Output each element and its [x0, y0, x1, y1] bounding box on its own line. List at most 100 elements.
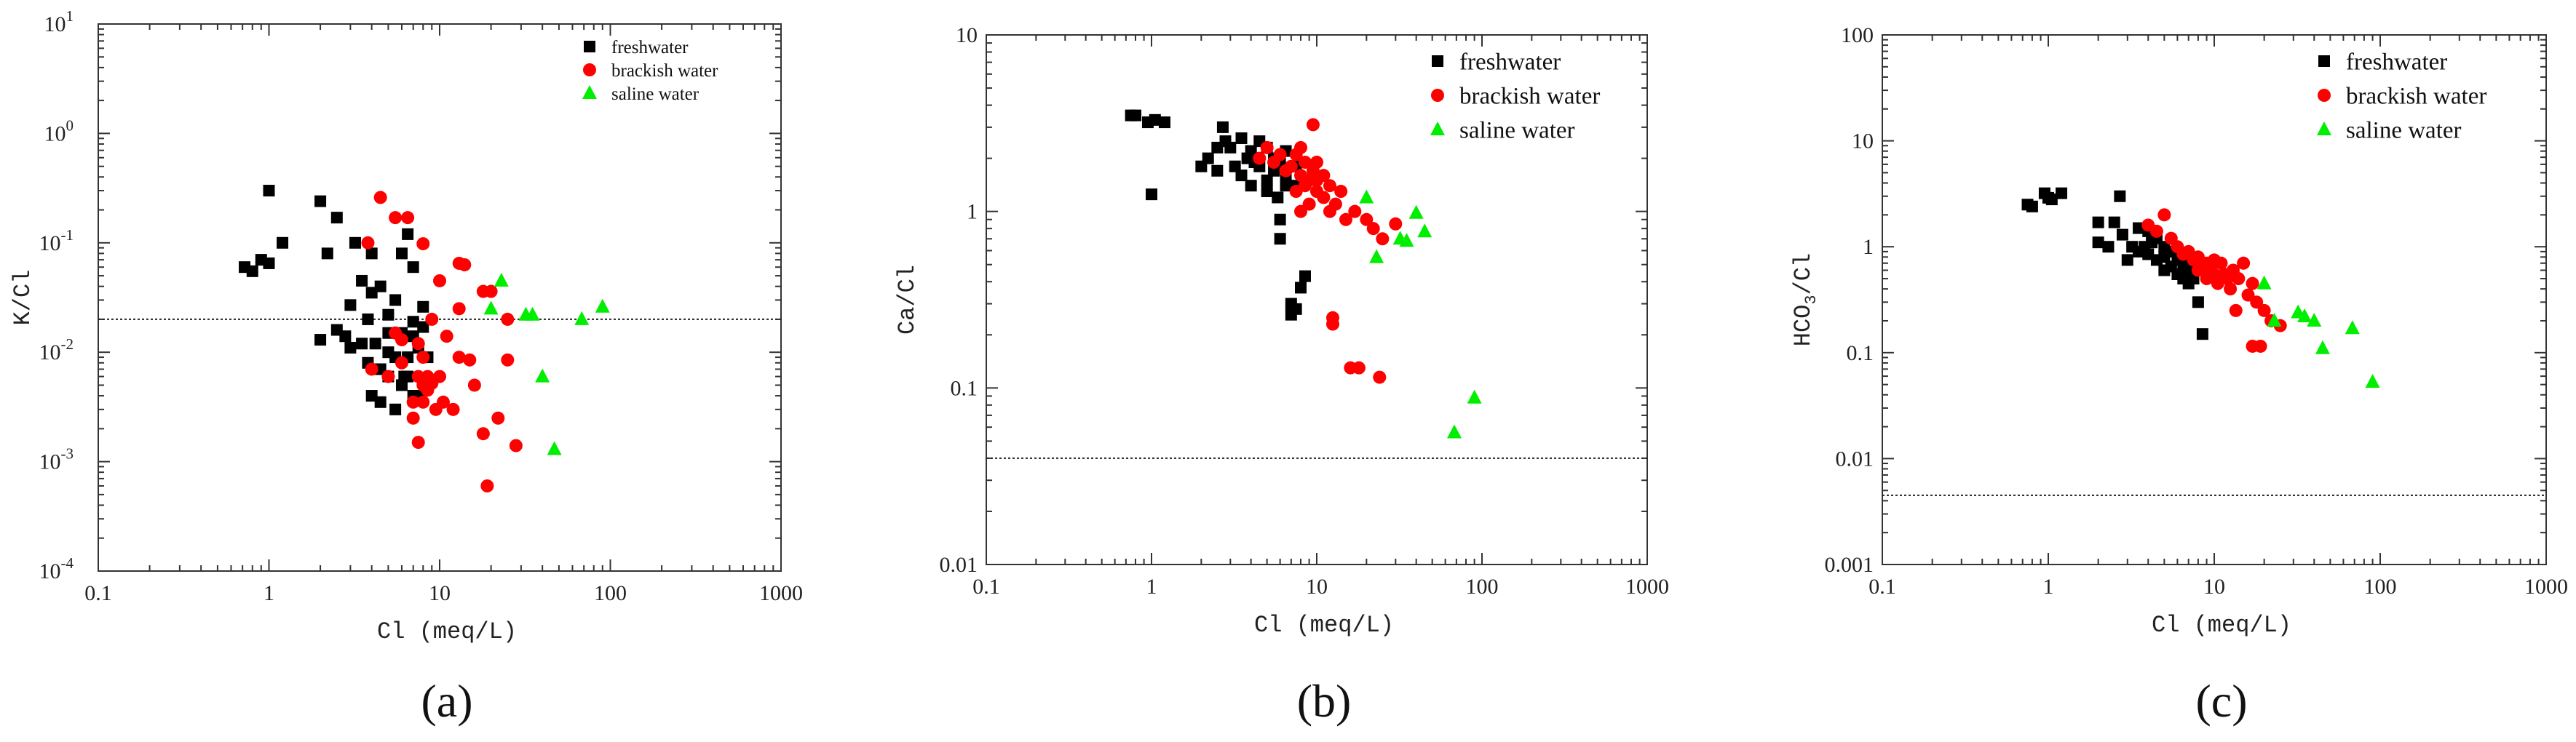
data-point	[1317, 191, 1331, 204]
data-point	[467, 378, 481, 392]
series-freshwater	[2021, 187, 2208, 340]
y-tick-label: 10-4	[39, 554, 74, 583]
data-point	[476, 427, 490, 441]
data-point	[2315, 340, 2330, 354]
legend-marker	[583, 63, 596, 76]
data-point	[1261, 186, 1273, 198]
y-tick-exponent: -4	[61, 554, 74, 572]
data-point	[1130, 109, 1142, 121]
data-point	[446, 402, 460, 416]
data-point	[1408, 204, 1424, 219]
data-point	[1146, 188, 1157, 201]
data-point	[483, 300, 499, 315]
data-point	[452, 351, 466, 364]
series-saline-water	[2256, 275, 2380, 388]
plot-frame	[986, 34, 1648, 565]
data-point	[321, 247, 333, 260]
data-point	[1299, 270, 1311, 282]
data-point	[2116, 228, 2128, 241]
series-freshwater	[239, 185, 434, 415]
y-tick-label: 0.1	[951, 376, 978, 400]
panel-label: (b)	[1297, 675, 1352, 727]
y-axis-label: HCO3/Cl	[1790, 253, 1820, 346]
data-point	[2246, 276, 2259, 290]
data-point	[1216, 121, 1229, 133]
data-point	[1317, 169, 1331, 183]
y-tick-label: 100	[44, 116, 74, 145]
data-point	[2237, 256, 2251, 270]
data-point	[1253, 151, 1267, 165]
data-point	[374, 396, 387, 408]
panel-label: (a)	[421, 675, 472, 727]
data-point	[2133, 222, 2145, 234]
plot-frame	[98, 23, 782, 572]
y-tick-label: 1	[1863, 235, 1874, 259]
data-point	[1245, 180, 1257, 192]
data-point	[1360, 212, 1374, 226]
x-tick-label: 0.1	[1868, 575, 1896, 599]
legend-label: freshwater	[2346, 49, 2447, 76]
data-point	[1352, 361, 1366, 375]
data-point	[433, 370, 446, 383]
series-brackish-water	[1253, 118, 1403, 384]
data-point	[2026, 200, 2038, 212]
data-point	[1310, 156, 1323, 169]
data-point	[1290, 303, 1302, 315]
data-point	[501, 353, 515, 367]
data-point	[2297, 308, 2313, 322]
x-tick-label: 1000	[2524, 575, 2568, 599]
data-point	[373, 191, 387, 204]
legend-marker	[582, 85, 597, 99]
data-point	[2307, 312, 2322, 327]
data-point	[480, 479, 494, 492]
data-point	[1274, 233, 1286, 245]
plot-frame	[1882, 34, 2547, 565]
data-point	[381, 370, 395, 383]
data-point	[1260, 140, 1274, 154]
data-point	[314, 195, 327, 207]
data-point	[1298, 156, 1312, 169]
data-point	[458, 258, 472, 271]
x-axis-label: Cl (meq/L)	[1254, 612, 1394, 639]
data-point	[389, 403, 402, 415]
y-tick-label: 10-3	[39, 445, 74, 474]
data-point	[314, 334, 327, 346]
series-brackish-water	[2141, 208, 2287, 353]
data-point	[2192, 296, 2204, 308]
data-point	[494, 272, 509, 287]
data-point	[1306, 118, 1320, 132]
data-point	[1334, 185, 1348, 199]
data-point	[365, 247, 378, 260]
legend-marker	[584, 41, 595, 52]
data-point	[547, 441, 562, 455]
legend-marker	[1430, 121, 1445, 135]
data-point	[2102, 241, 2115, 253]
legend-marker	[1432, 55, 1443, 67]
data-point	[2229, 303, 2243, 317]
y-tick-label: 10	[1852, 129, 1874, 153]
data-point	[417, 321, 429, 333]
data-point	[416, 237, 430, 251]
data-point	[1229, 160, 1241, 172]
data-point	[389, 211, 403, 225]
data-point	[339, 330, 352, 343]
data-point	[395, 356, 408, 370]
data-point	[374, 280, 387, 292]
data-point	[2257, 303, 2271, 317]
data-point	[1366, 222, 1380, 236]
x-tick-label: 1	[2043, 575, 2054, 599]
data-point	[1446, 424, 1462, 439]
data-point	[1294, 204, 1308, 218]
series-freshwater	[1125, 109, 1311, 321]
data-point	[2056, 187, 2068, 199]
x-tick-label: 0.1	[84, 581, 112, 605]
data-point	[2254, 339, 2267, 353]
data-point	[1211, 164, 1224, 177]
data-point	[344, 341, 357, 354]
y-axis-label: K/Cl	[9, 270, 36, 326]
data-point	[463, 353, 477, 367]
data-point	[2114, 190, 2126, 202]
data-point	[2092, 216, 2104, 228]
legend-label: freshwater	[611, 38, 689, 57]
data-point	[2365, 373, 2380, 388]
